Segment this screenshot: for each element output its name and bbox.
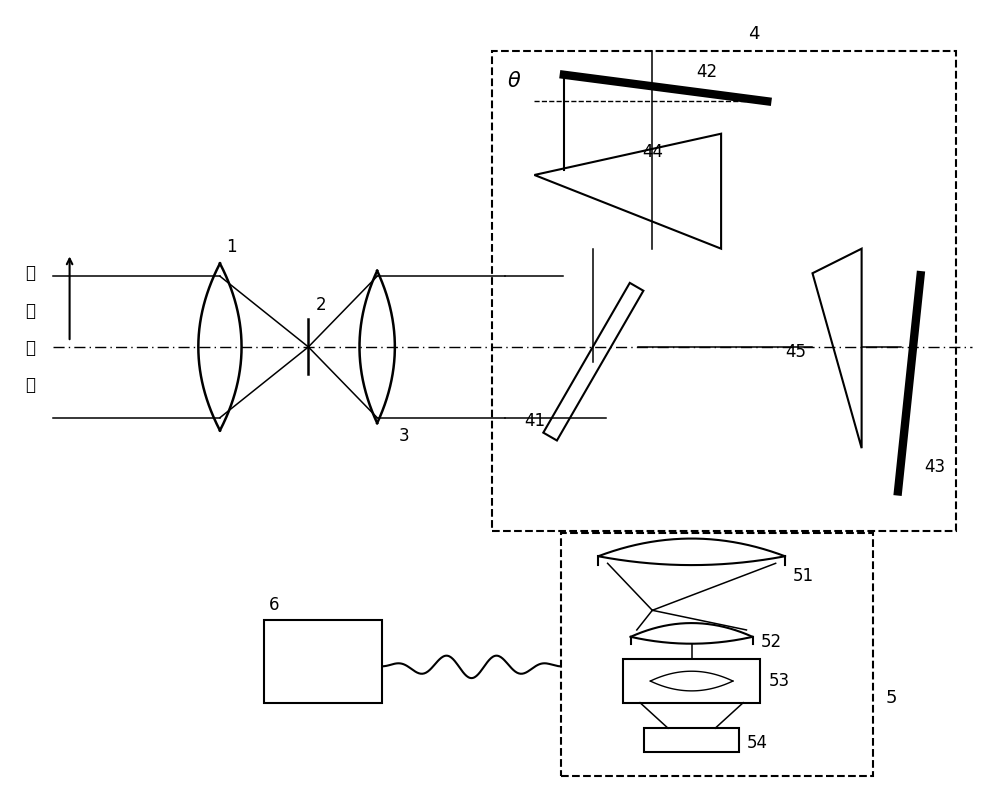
Text: 扫: 扫 [25, 302, 35, 320]
Text: 54: 54 [747, 734, 768, 752]
Text: 44: 44 [642, 143, 663, 161]
Text: 53: 53 [768, 672, 789, 690]
Text: 2: 2 [316, 296, 327, 314]
Text: 方: 方 [25, 339, 35, 357]
Text: 3: 3 [399, 427, 409, 445]
Text: 42: 42 [697, 62, 718, 81]
Text: 推: 推 [25, 264, 35, 282]
Bar [644, 728, 739, 752]
Text: 5: 5 [885, 689, 897, 707]
Text: θ: θ [508, 70, 521, 91]
Text: 45: 45 [786, 343, 807, 360]
Text: 4: 4 [748, 26, 759, 43]
Bar [561, 533, 873, 776]
Text: 43: 43 [925, 457, 946, 476]
Bar [492, 51, 956, 531]
Text: 6: 6 [269, 596, 280, 614]
Text: 52: 52 [760, 633, 782, 650]
Polygon shape [543, 283, 643, 441]
Text: 向: 向 [25, 376, 35, 394]
Bar [264, 620, 382, 702]
Text: 51: 51 [793, 567, 814, 585]
Text: 1: 1 [226, 238, 237, 256]
Bar [623, 659, 760, 702]
Text: 41: 41 [525, 412, 546, 429]
